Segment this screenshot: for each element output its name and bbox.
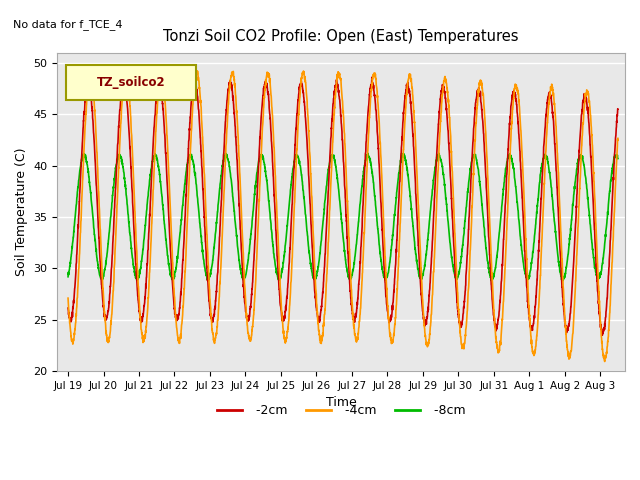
Legend:  -2cm,  -4cm,  -8cm: -2cm, -4cm, -8cm	[212, 399, 471, 422]
Text: No data for f_TCE_4: No data for f_TCE_4	[13, 19, 122, 30]
Title: Tonzi Soil CO2 Profile: Open (East) Temperatures: Tonzi Soil CO2 Profile: Open (East) Temp…	[163, 29, 519, 44]
X-axis label: Time: Time	[326, 396, 356, 409]
Y-axis label: Soil Temperature (C): Soil Temperature (C)	[15, 147, 28, 276]
Text: TZ_soilco2: TZ_soilco2	[97, 76, 166, 89]
FancyBboxPatch shape	[66, 65, 196, 100]
